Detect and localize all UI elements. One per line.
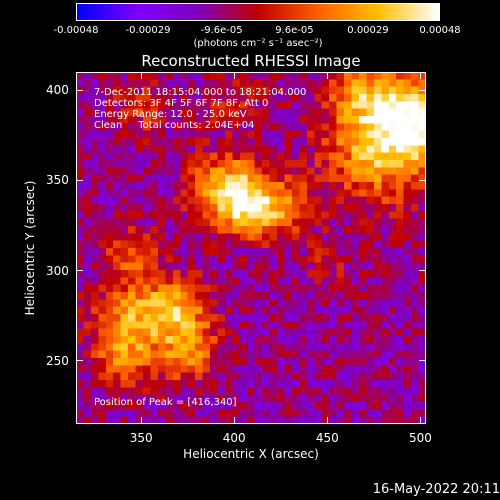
x-tick-mark bbox=[419, 72, 421, 79]
colorbar-tick-label: -0.00029 bbox=[125, 25, 171, 36]
x-tick-mark bbox=[233, 417, 235, 424]
colorbar-tick-label: 9.6e-05 bbox=[275, 25, 314, 36]
x-tick-mark bbox=[326, 417, 328, 424]
x-tick-mark bbox=[140, 417, 142, 424]
x-tick-mark bbox=[419, 417, 421, 424]
y-tick-label: 300 bbox=[46, 263, 69, 278]
colorbar-tick-label: -9.6e-05 bbox=[200, 25, 243, 36]
x-tick-label: 450 bbox=[315, 431, 339, 445]
x-tick-label: 400 bbox=[222, 431, 246, 445]
y-tick-mark bbox=[76, 179, 83, 181]
annotation-detectors: Detectors: 3F 4F 5F 6F 7F 8F, Att 0 bbox=[94, 98, 269, 109]
timestamp-footer: 16-May-2022 20:11 bbox=[372, 482, 500, 497]
annotation-time-range: 7-Dec-2011 18:15:04.000 to 18:21:04.000 bbox=[94, 87, 307, 98]
heatmap-image bbox=[76, 72, 426, 424]
x-axis-label: Heliocentric X (arcsec) bbox=[183, 447, 319, 461]
y-tick-mark bbox=[419, 179, 426, 181]
y-tick-mark bbox=[419, 270, 426, 272]
y-axis-label: Heliocentric Y (arcsec) bbox=[23, 180, 37, 316]
y-tick-mark bbox=[419, 360, 426, 362]
y-tick-mark bbox=[76, 270, 83, 272]
y-tick-label: 250 bbox=[46, 353, 69, 368]
y-tick-mark bbox=[419, 89, 426, 91]
y-tick-label: 350 bbox=[46, 173, 69, 188]
colorbar-tick-label: -0.00048 bbox=[53, 25, 99, 36]
annotation-clean-counts: Clean Total counts: 2.04E+04 bbox=[94, 120, 255, 131]
colorbar-gradient bbox=[77, 4, 439, 20]
colorbar-unit-label: (photons cm⁻² s⁻¹ asec⁻²) bbox=[193, 38, 323, 49]
annotation-peak-position: Position of Peak = [416,340] bbox=[94, 397, 237, 408]
x-tick-label: 350 bbox=[129, 431, 153, 445]
y-tick-label: 400 bbox=[46, 83, 69, 98]
colorbar-tick-label: 0.00048 bbox=[419, 25, 461, 36]
x-tick-mark bbox=[233, 72, 235, 79]
x-tick-mark bbox=[326, 72, 328, 79]
annotation-energy-range: Energy Range: 12.0 - 25.0 keV bbox=[94, 109, 247, 120]
x-tick-mark bbox=[140, 72, 142, 79]
x-tick-label: 500 bbox=[408, 431, 432, 445]
colorbar-tick-label: 0.00029 bbox=[347, 25, 389, 36]
y-tick-mark bbox=[76, 360, 83, 362]
y-tick-mark bbox=[76, 89, 83, 91]
colorbar bbox=[76, 3, 440, 21]
chart-title: Reconstructed RHESSI Image bbox=[141, 52, 361, 70]
